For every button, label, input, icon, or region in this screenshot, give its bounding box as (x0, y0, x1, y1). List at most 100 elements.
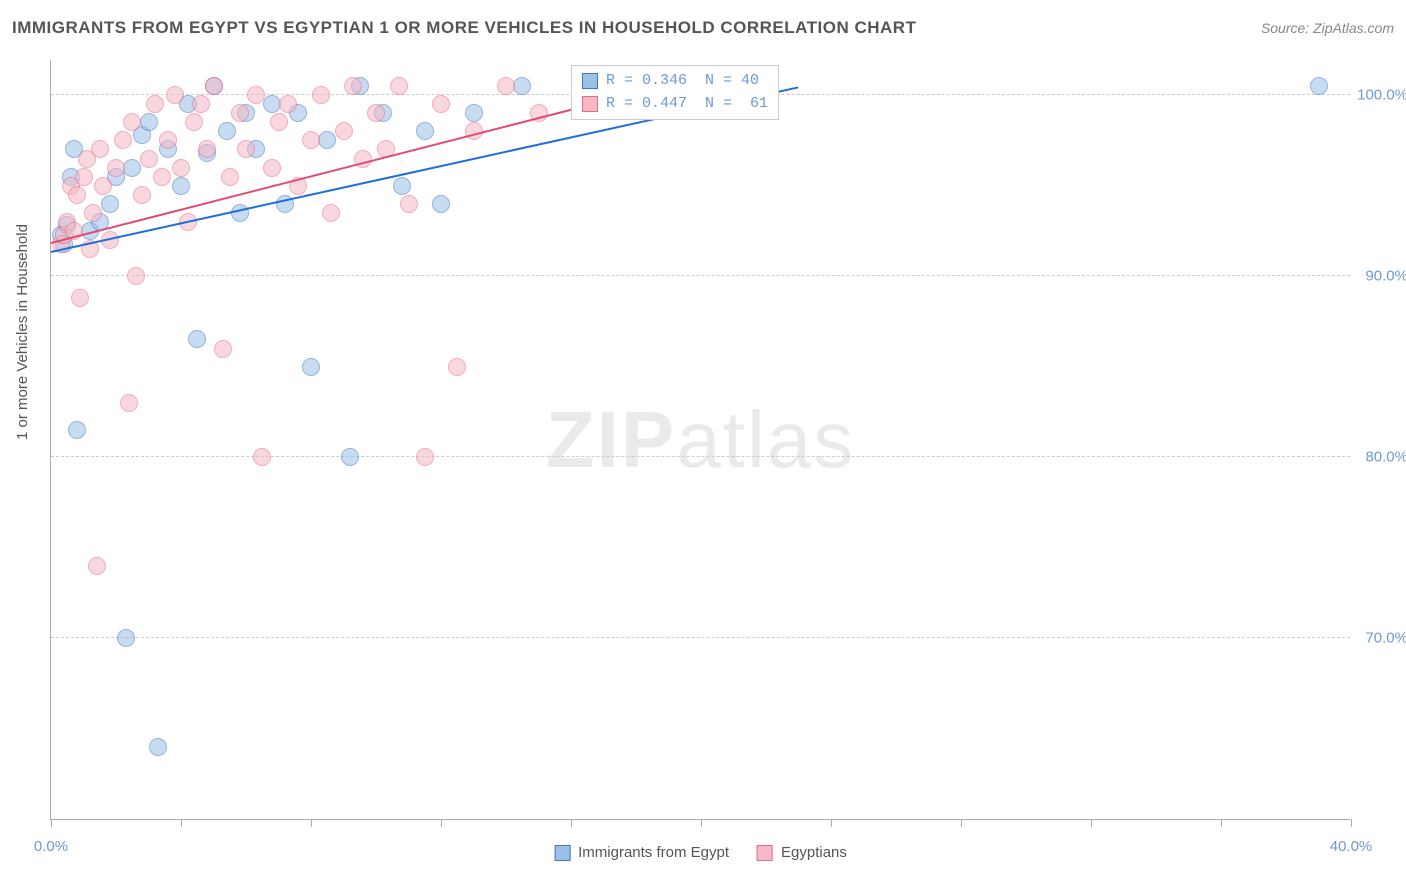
legend-row: R = 0.447 N = 61 (582, 93, 768, 116)
scatter-point (393, 177, 411, 195)
scatter-point (68, 186, 86, 204)
scatter-point (344, 77, 362, 95)
scatter-point (253, 448, 271, 466)
x-tick (51, 819, 52, 827)
title-bar: IMMIGRANTS FROM EGYPT VS EGYPTIAN 1 OR M… (12, 18, 1394, 38)
scatter-point (101, 195, 119, 213)
y-tick-label: 100.0% (1357, 87, 1406, 104)
scatter-point (221, 168, 239, 186)
scatter-point (68, 421, 86, 439)
scatter-point (341, 448, 359, 466)
source-attribution: Source: ZipAtlas.com (1261, 20, 1394, 36)
x-tick (961, 819, 962, 827)
scatter-point (172, 177, 190, 195)
scatter-point (159, 131, 177, 149)
x-tick (831, 819, 832, 827)
scatter-point (198, 140, 216, 158)
scatter-point (149, 738, 167, 756)
legend-item: Immigrants from Egypt (554, 844, 729, 861)
scatter-point (302, 358, 320, 376)
scatter-point (88, 557, 106, 575)
scatter-point (335, 122, 353, 140)
y-tick-label: 80.0% (1365, 449, 1406, 466)
y-tick-label: 70.0% (1365, 630, 1406, 647)
scatter-point (153, 168, 171, 186)
gridline-horizontal (51, 637, 1350, 638)
x-tick (1351, 819, 1352, 827)
scatter-point (140, 150, 158, 168)
scatter-point (390, 77, 408, 95)
x-tick (1091, 819, 1092, 827)
scatter-point (84, 204, 102, 222)
legend-text: R = 0.447 N = 61 (606, 93, 768, 116)
chart-title: IMMIGRANTS FROM EGYPT VS EGYPTIAN 1 OR M… (12, 18, 916, 38)
legend-swatch (582, 73, 598, 89)
legend-item: Egyptians (757, 844, 847, 861)
scatter-point (312, 86, 330, 104)
scatter-point (497, 77, 515, 95)
scatter-point (367, 104, 385, 122)
legend-correlation: R = 0.346 N = 40R = 0.447 N = 61 (571, 65, 779, 120)
scatter-point (117, 629, 135, 647)
scatter-point (127, 267, 145, 285)
scatter-point (218, 122, 236, 140)
watermark-light: atlas (676, 395, 855, 484)
scatter-point (91, 140, 109, 158)
scatter-point (416, 448, 434, 466)
scatter-point (237, 140, 255, 158)
scatter-point (318, 131, 336, 149)
gridline-horizontal (51, 456, 1350, 457)
scatter-point (123, 159, 141, 177)
scatter-point (231, 104, 249, 122)
legend-swatch (757, 845, 773, 861)
scatter-point (140, 113, 158, 131)
scatter-point (75, 168, 93, 186)
x-tick (571, 819, 572, 827)
scatter-point (263, 159, 281, 177)
scatter-point (146, 95, 164, 113)
scatter-point (432, 95, 450, 113)
scatter-point (416, 122, 434, 140)
gridline-horizontal (51, 275, 1350, 276)
scatter-point (185, 113, 203, 131)
scatter-point (133, 186, 151, 204)
scatter-point (188, 330, 206, 348)
legend-row: R = 0.346 N = 40 (582, 70, 768, 93)
legend-text: R = 0.346 N = 40 (606, 70, 759, 93)
scatter-point (214, 340, 232, 358)
scatter-point (322, 204, 340, 222)
scatter-point (247, 86, 265, 104)
scatter-point (166, 86, 184, 104)
scatter-point (71, 289, 89, 307)
scatter-point (279, 95, 297, 113)
scatter-point (205, 77, 223, 95)
scatter-point (432, 195, 450, 213)
watermark-bold: ZIP (546, 395, 676, 484)
scatter-point (192, 95, 210, 113)
legend-label: Immigrants from Egypt (578, 844, 729, 861)
y-tick-label: 90.0% (1365, 268, 1406, 285)
plot-area: ZIPatlas Immigrants from EgyptEgyptians … (50, 60, 1350, 820)
scatter-point (1310, 77, 1328, 95)
legend-bottom: Immigrants from Egypt Egyptians (554, 844, 847, 861)
scatter-point (172, 159, 190, 177)
scatter-point (448, 358, 466, 376)
scatter-point (107, 159, 125, 177)
watermark: ZIPatlas (546, 394, 855, 486)
x-tick-label: 0.0% (34, 838, 68, 855)
scatter-point (123, 113, 141, 131)
scatter-point (513, 77, 531, 95)
scatter-point (465, 104, 483, 122)
x-tick (441, 819, 442, 827)
x-tick (181, 819, 182, 827)
legend-swatch (582, 96, 598, 112)
x-tick (311, 819, 312, 827)
x-tick (701, 819, 702, 827)
y-axis-label: 1 or more Vehicles in Household (14, 224, 31, 440)
scatter-point (114, 131, 132, 149)
scatter-point (270, 113, 288, 131)
legend-swatch (554, 845, 570, 861)
scatter-point (120, 394, 138, 412)
scatter-point (400, 195, 418, 213)
x-tick (1221, 819, 1222, 827)
